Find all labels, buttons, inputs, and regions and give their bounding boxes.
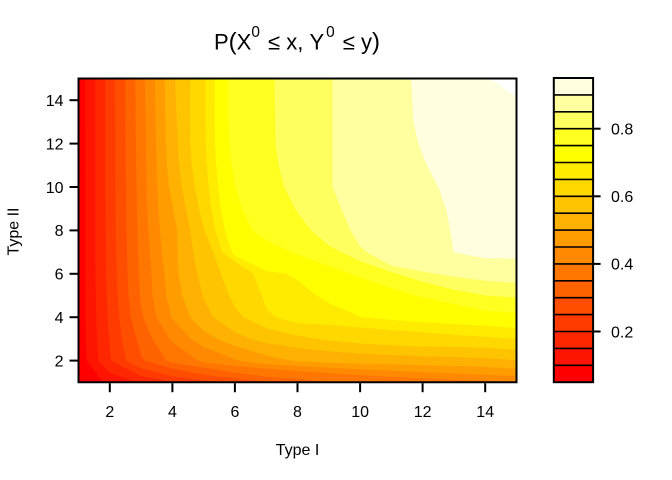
svg-text:0.8: 0.8 [611,122,633,139]
svg-text:6: 6 [55,267,64,284]
svg-text:10: 10 [46,180,64,197]
svg-text:12: 12 [414,404,432,421]
svg-text:0.2: 0.2 [611,324,633,341]
svg-text:14: 14 [46,93,64,110]
svg-text:0.6: 0.6 [611,189,633,206]
svg-text:Type II: Type II [6,207,23,255]
svg-text:14: 14 [476,404,494,421]
svg-text:4: 4 [55,310,64,327]
svg-text:0.4: 0.4 [611,257,633,274]
svg-text:Type I: Type I [276,442,320,459]
svg-text:8: 8 [293,404,302,421]
svg-text:8: 8 [55,223,64,240]
svg-text:2: 2 [55,353,64,370]
svg-text:P(X0 ≤ x, Y0 ≤ y): P(X0 ≤ x, Y0 ≤ y) [214,24,380,56]
svg-text:6: 6 [230,404,239,421]
svg-text:10: 10 [351,404,369,421]
svg-text:2: 2 [105,404,114,421]
svg-text:4: 4 [168,404,177,421]
svg-text:12: 12 [46,136,64,153]
